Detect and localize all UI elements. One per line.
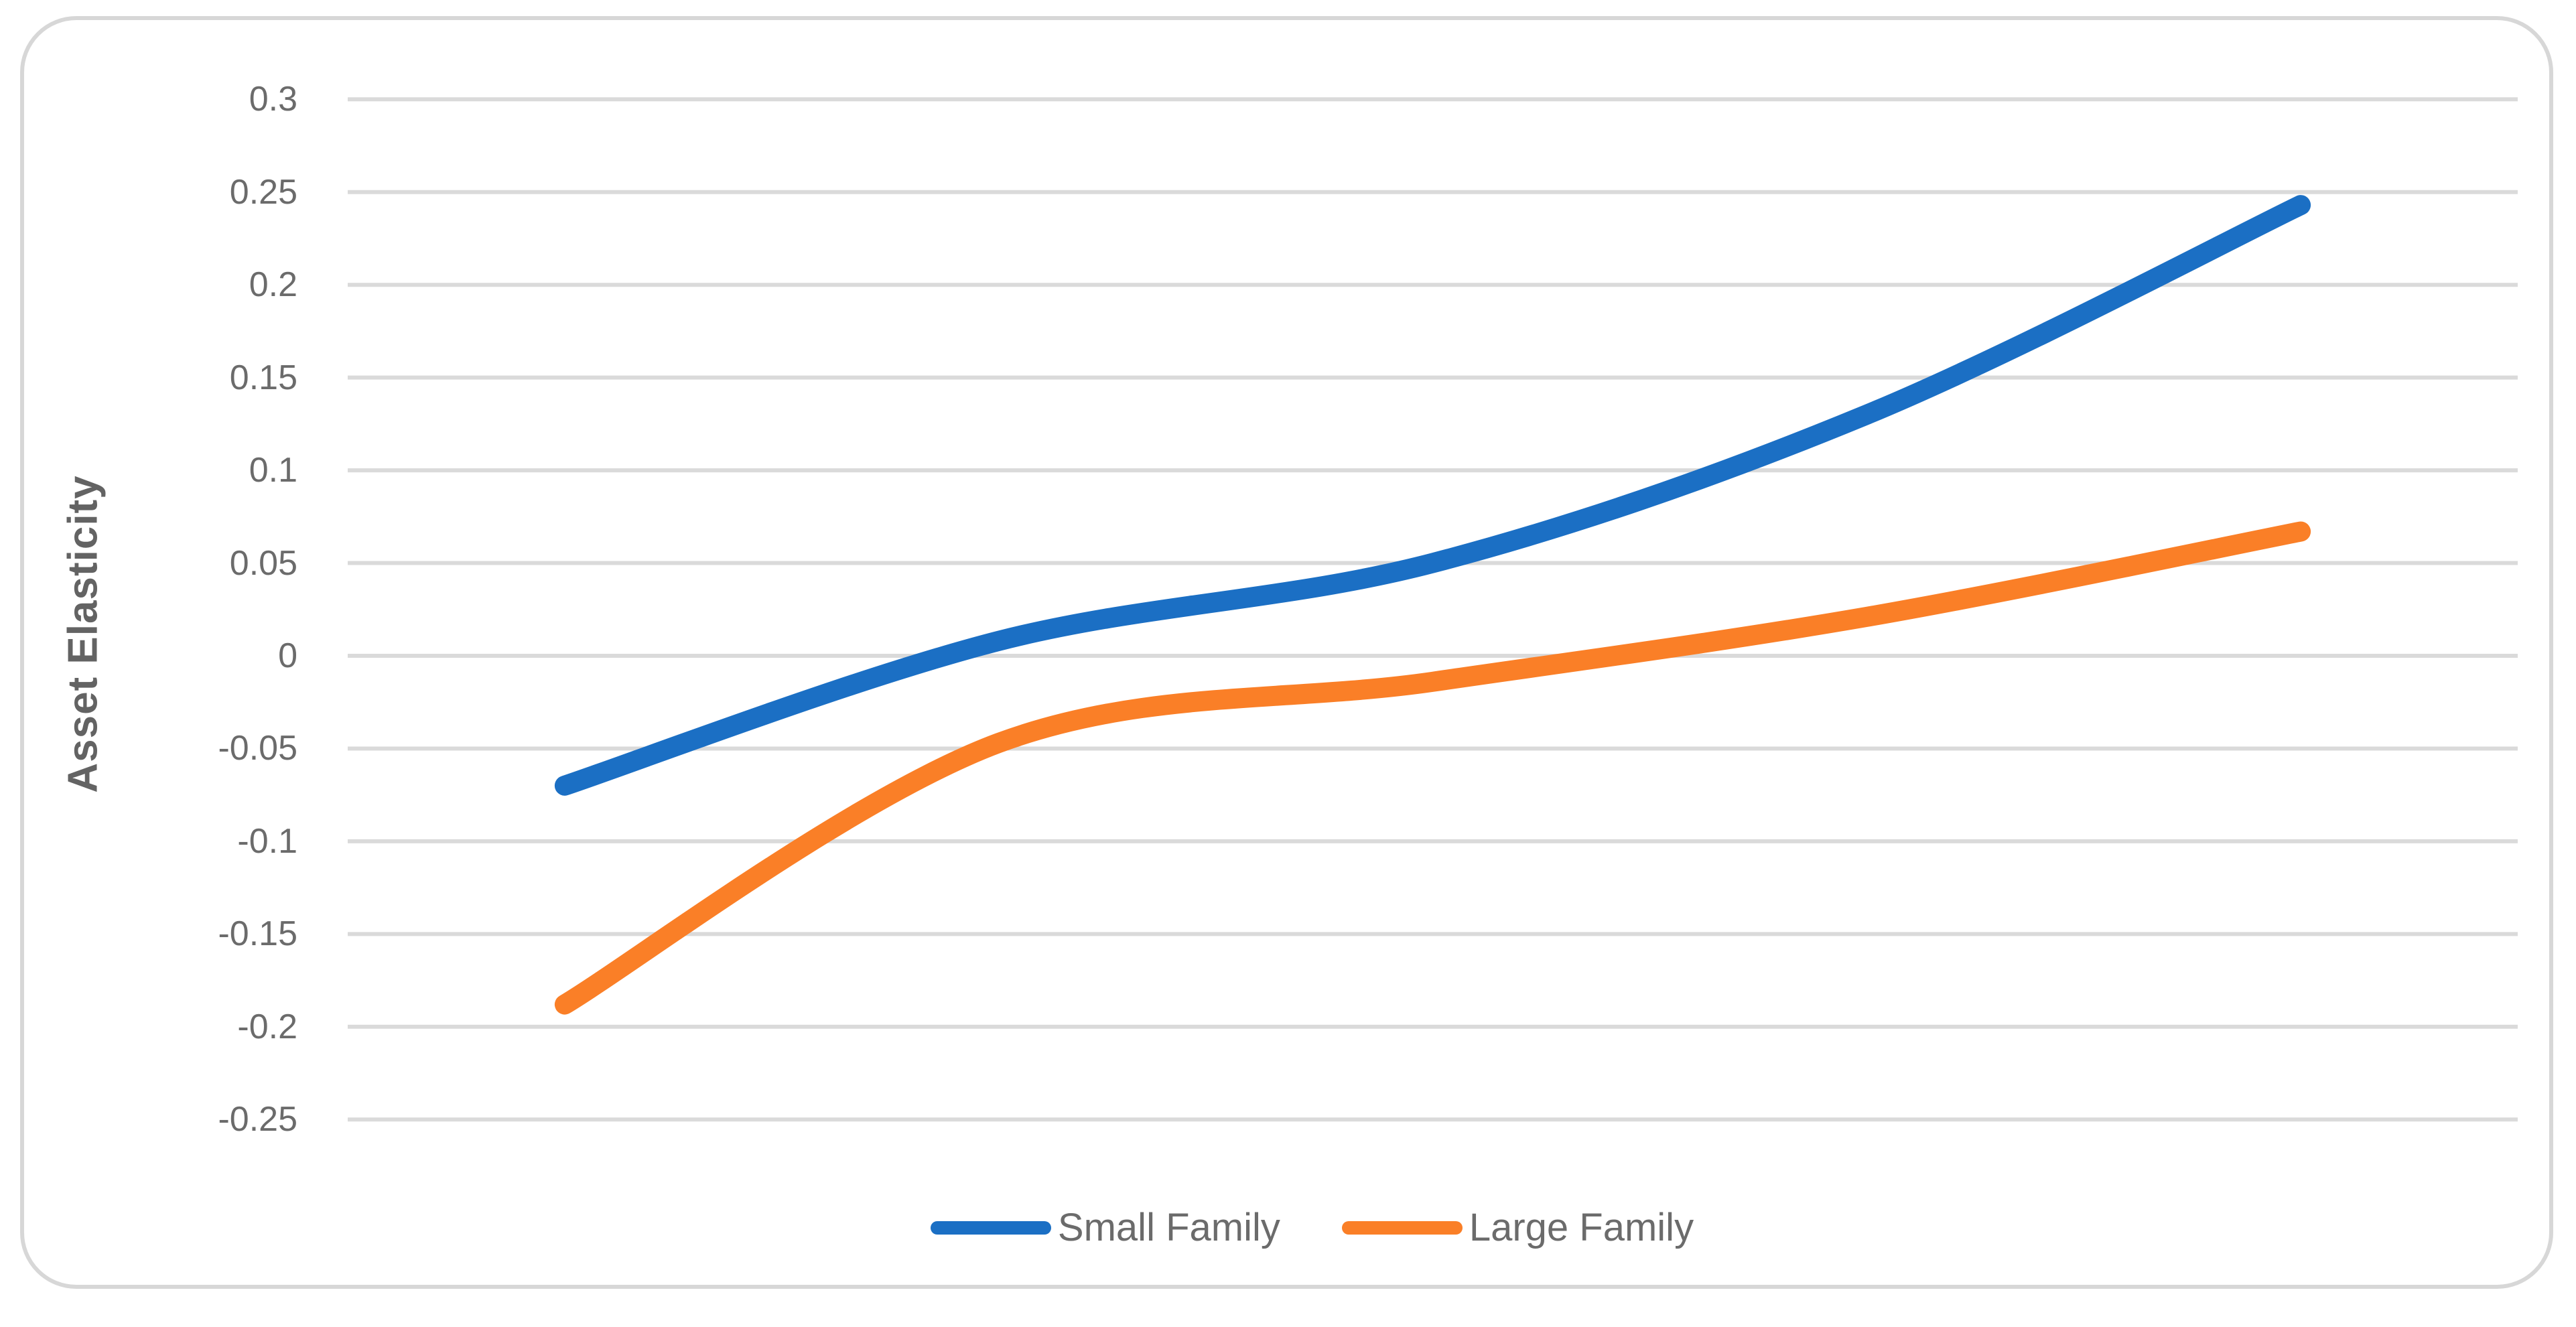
series-line-large-family	[554, 521, 2311, 1015]
y-tick-label: -0.1	[237, 821, 297, 861]
y-tick-label: -0.05	[218, 729, 297, 768]
legend-label: Large Family	[1469, 1206, 1694, 1249]
y-tick-label: -0.15	[218, 914, 297, 954]
y-tick-label: 0.3	[249, 80, 297, 119]
legend-label: Small Family	[1057, 1206, 1280, 1249]
legend-item-large-family: Large Family	[1341, 1204, 1694, 1251]
y-tick-label: -0.2	[237, 1007, 297, 1046]
legend: Small Family Large Family	[24, 1204, 2576, 1251]
legend-line-swatch	[1341, 1221, 1463, 1235]
plot-area	[348, 97, 2518, 1122]
y-tick-label: 0.05	[229, 543, 297, 583]
y-tick-label: 0	[278, 636, 297, 675]
y-tick-label: 0.1	[249, 451, 297, 490]
y-tick-label: 0.25	[229, 172, 297, 212]
y-tick-label: -0.25	[218, 1100, 297, 1139]
chart-card: Asset Elasticity 0.3 0.25 0.2 0.15 0.1 0.05 0-…	[20, 16, 2553, 1289]
series-line-small-family	[554, 195, 2311, 796]
y-tick-label: 0.15	[229, 358, 297, 397]
legend-line-swatch	[930, 1221, 1051, 1235]
y-tick-label: 0.2	[249, 265, 297, 305]
legend-item-small-family: Small Family	[930, 1204, 1280, 1251]
